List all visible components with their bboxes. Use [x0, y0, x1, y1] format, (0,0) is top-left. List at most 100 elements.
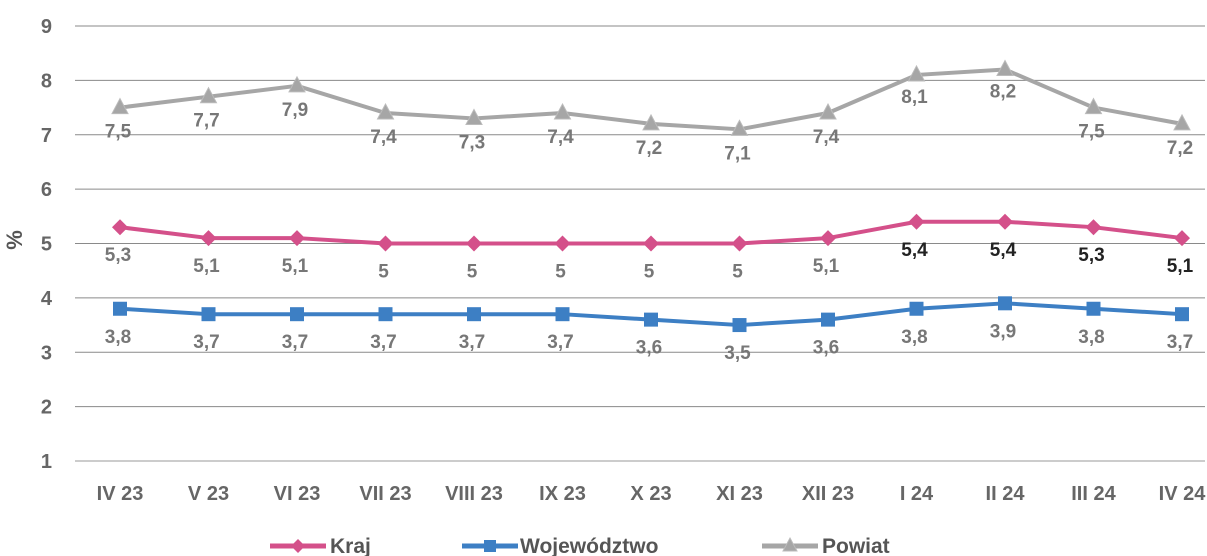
x-tick-label: IX 23 [539, 483, 586, 505]
data-point [113, 301, 127, 316]
series-group [111, 59, 1191, 333]
data-label: 7,5 [1078, 122, 1105, 143]
data-label: 5,1 [193, 256, 220, 277]
data-label: 5,3 [105, 245, 131, 266]
data-label: 5,1 [1167, 256, 1194, 277]
data-label: 3,7 [1167, 332, 1193, 353]
data-label: 5 [378, 262, 389, 283]
x-tick-label: II 24 [986, 483, 1026, 505]
data-point [378, 307, 393, 322]
data-point [466, 235, 482, 252]
data-label: 5,3 [1078, 245, 1104, 266]
data-point [644, 312, 658, 327]
data-label: 5 [732, 262, 743, 283]
data-point [643, 235, 659, 252]
data-point [820, 230, 836, 247]
data-label: 8,2 [990, 82, 1016, 103]
data-point [1175, 307, 1189, 322]
y-tick-label: 8 [41, 70, 52, 92]
data-point [1174, 230, 1190, 247]
y-axis-label: % [2, 230, 27, 250]
data-point [200, 230, 217, 247]
data-point [732, 318, 747, 333]
data-point [909, 301, 924, 316]
data-label: 3,8 [901, 327, 927, 348]
y-tick-label: 3 [41, 342, 52, 364]
data-label: 3,5 [724, 343, 751, 364]
x-tick-label: V 23 [188, 483, 229, 505]
data-label: 5,1 [282, 256, 309, 277]
data-point [555, 307, 570, 322]
data-point [290, 307, 304, 322]
data-point [484, 540, 496, 552]
data-point [1086, 301, 1101, 316]
x-tick-label: IV 24 [1159, 483, 1207, 505]
x-tick-label: VII 23 [359, 483, 411, 505]
data-point [1173, 113, 1191, 131]
legend-label: Kraj [330, 535, 371, 556]
data-label: 5 [467, 262, 478, 283]
data-point [111, 97, 129, 115]
data-label: 3,7 [370, 332, 396, 353]
data-point [1085, 219, 1102, 236]
data-label: 7,1 [724, 143, 751, 164]
data-point [376, 102, 395, 120]
y-tick-label: 1 [41, 451, 52, 473]
legend-label: Województwo [520, 535, 658, 556]
data-label: 3,6 [813, 338, 839, 359]
data-label: 5,4 [901, 240, 928, 261]
x-tick-label: VI 23 [274, 483, 321, 505]
data-label: 7,4 [547, 127, 574, 148]
data-point [996, 59, 1014, 76]
data-point [907, 64, 926, 82]
data-point [821, 312, 835, 327]
data-label: 7,5 [105, 122, 132, 143]
data-point [819, 102, 837, 120]
data-point [998, 296, 1012, 311]
data-point [199, 86, 218, 104]
legend-label: Powiat [822, 535, 890, 556]
x-tick-label: IV 23 [97, 483, 144, 505]
x-tick-label: X 23 [630, 483, 671, 505]
data-point [554, 235, 571, 252]
data-label: 5,4 [990, 240, 1017, 261]
data-point [377, 235, 394, 252]
data-label: 7,9 [282, 100, 308, 121]
x-tick-label: XI 23 [716, 483, 763, 505]
data-label: 7,3 [459, 132, 485, 153]
data-point [731, 235, 748, 252]
y-tick-label: 4 [41, 288, 53, 310]
data-point [730, 119, 749, 136]
data-point [291, 539, 305, 553]
data-label: 7,4 [813, 127, 840, 148]
data-label: 5 [644, 262, 655, 283]
data-point [112, 219, 128, 236]
x-tick-label: VIII 23 [445, 483, 503, 505]
data-label: 8,1 [901, 87, 928, 108]
data-point [1084, 97, 1103, 115]
x-tick-label: I 24 [900, 483, 934, 505]
data-label: 3,9 [990, 321, 1016, 342]
data-label: 3,7 [193, 332, 219, 353]
data-point [553, 102, 572, 120]
data-point [465, 108, 483, 125]
data-label: 7,2 [636, 138, 662, 159]
data-label: 3,6 [636, 338, 662, 359]
data-label: 3,8 [1078, 327, 1104, 348]
data-labels: 5,3 5,1 5,1 5 5 5 5 5 5,1 5,4 5,4 5,3 5,1 3,8 3,7 3,7 3,… [105, 82, 1194, 365]
data-point [997, 213, 1013, 230]
data-point [289, 230, 305, 247]
y-tick-label: 6 [41, 179, 52, 201]
data-point [782, 536, 798, 552]
data-label: 3,8 [105, 327, 131, 348]
y-tick-label: 2 [41, 397, 52, 419]
data-label: 5,1 [813, 256, 840, 277]
data-label: 7,4 [370, 127, 397, 148]
data-point [201, 307, 216, 322]
y-axis: 1 2 3 4 5 6 7 8 9 [41, 16, 53, 473]
y-tick-label: 5 [41, 234, 52, 256]
data-label: 7,7 [193, 111, 219, 132]
x-axis: IV 23 V 23 VI 23 VII 23 VIII 23 IX 23 X 23 XI 2… [97, 483, 1207, 505]
legend: Kraj Województwo Powiat [270, 535, 890, 556]
